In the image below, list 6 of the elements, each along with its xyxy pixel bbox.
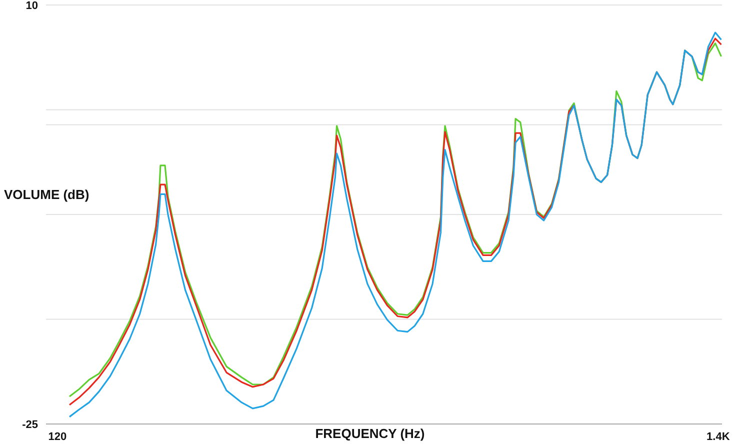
y-axis-title: VOLUME (dB)	[4, 187, 90, 202]
x-axis-title: FREQUENCY (Hz)	[315, 426, 425, 441]
y-tick-label: 10	[26, 0, 38, 12]
y-tick-label: -25	[22, 418, 38, 431]
x-tick-label: 120	[48, 430, 67, 443]
x-tick-label: 1.4K	[706, 430, 730, 443]
